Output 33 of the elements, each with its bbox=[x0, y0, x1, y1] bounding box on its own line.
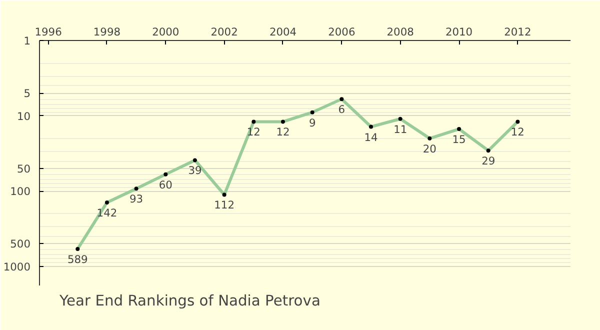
y-tick-label: 5 bbox=[24, 87, 30, 100]
y-tick-label: 1 bbox=[24, 34, 30, 48]
data-label: 6 bbox=[338, 103, 346, 116]
x-tick-label: 2010 bbox=[445, 26, 473, 38]
x-tick-label: 2000 bbox=[152, 26, 180, 38]
data-label: 112 bbox=[214, 198, 234, 212]
data-label: 93 bbox=[130, 192, 144, 206]
data-label: 15 bbox=[452, 133, 466, 146]
x-tick-label: 2006 bbox=[328, 26, 356, 38]
y-tick-label: 50 bbox=[16, 162, 31, 176]
x-tick-label: 1998 bbox=[93, 26, 121, 38]
data-label: 20 bbox=[422, 142, 437, 156]
x-tick-label: 2004 bbox=[269, 26, 297, 38]
y-tick-label: 500 bbox=[10, 238, 31, 251]
data-label: 12 bbox=[246, 126, 260, 139]
data-label: 142 bbox=[96, 206, 118, 220]
data-label: 12 bbox=[510, 126, 524, 139]
y-tick-label: 1000 bbox=[3, 260, 31, 274]
x-tick-label: 2008 bbox=[386, 26, 414, 38]
data-label: 12 bbox=[276, 126, 290, 139]
data-label: 39 bbox=[188, 164, 202, 178]
y-tick-label: 100 bbox=[10, 185, 31, 198]
x-tick-label: 2002 bbox=[210, 26, 238, 38]
x-tick-label: 2012 bbox=[504, 26, 532, 38]
y-tick-label: 10 bbox=[16, 110, 31, 123]
text: Year End Rankings of Nadia Petrova bbox=[58, 292, 320, 310]
data-label: 9 bbox=[308, 116, 316, 130]
data-label: 29 bbox=[482, 154, 496, 168]
data-label: 11 bbox=[394, 122, 408, 136]
data-label: 14 bbox=[364, 130, 378, 144]
x-tick-label: 1996 bbox=[34, 26, 62, 38]
data-label: 589 bbox=[67, 252, 88, 266]
data-label: 60 bbox=[158, 178, 173, 192]
